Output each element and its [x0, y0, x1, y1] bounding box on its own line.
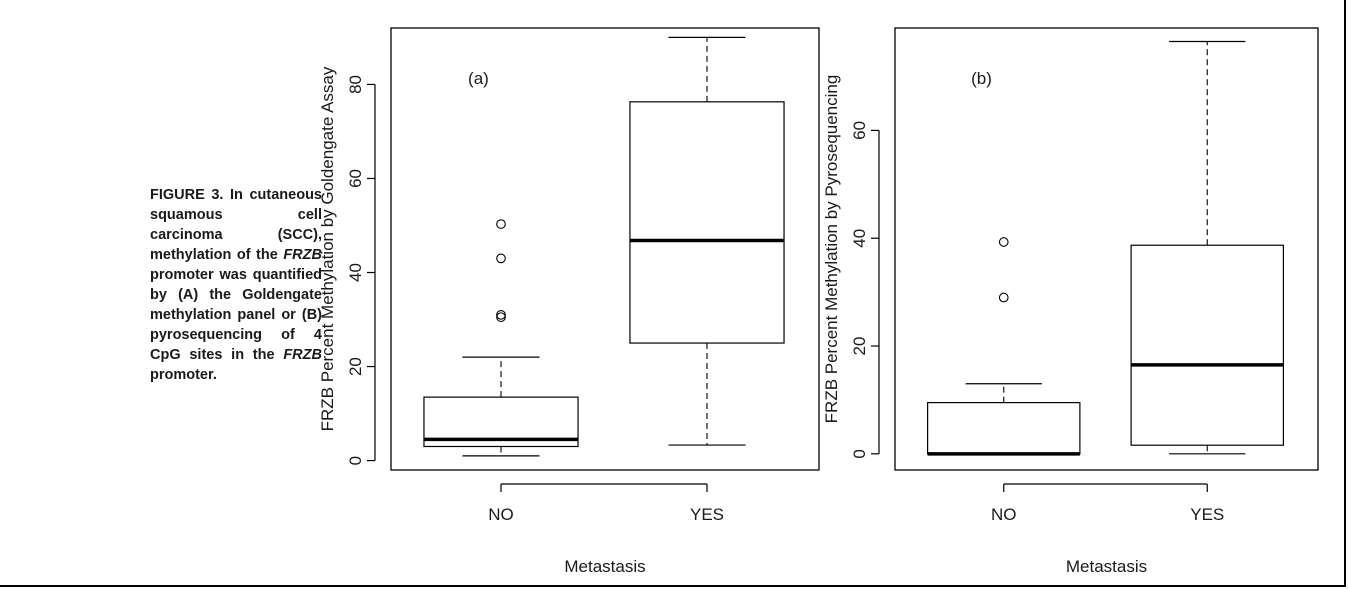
x-axis-title: Metastasis: [564, 557, 645, 576]
box-yes: [1130, 40, 1284, 455]
y-tick-label: 60: [850, 121, 869, 140]
outlier-point: [496, 219, 506, 229]
iqr-box: [1130, 244, 1284, 446]
outlier-point: [496, 312, 506, 323]
iqr-box: [629, 101, 785, 344]
y-tick-label: 20: [850, 337, 869, 356]
y-axis-title: FRZB Percent Methylation by Pyrosequenci…: [822, 75, 841, 424]
x-tick-label: YES: [690, 505, 724, 524]
box-no: [423, 219, 579, 457]
panel-label: (b): [971, 69, 992, 88]
x-tick-label: NO: [991, 505, 1017, 524]
caption-gene1: FRZB: [283, 247, 322, 263]
outlier-point: [496, 253, 506, 264]
figure-caption: FIGURE 3. In cutaneous squamous cell car…: [150, 185, 322, 385]
x-tick-label: YES: [1190, 505, 1224, 524]
x-tick-label: NO: [488, 505, 514, 524]
caption-part1: In cutaneous squamous cell carcinoma (SC…: [150, 187, 322, 263]
y-tick-label: 60: [346, 169, 365, 188]
panel-label: (a): [468, 69, 489, 88]
caption-lead: FIGURE 3.: [150, 187, 224, 203]
plot-border: [894, 27, 1319, 471]
caption-gene2: FRZB: [283, 347, 322, 363]
iqr-box: [927, 402, 1081, 455]
outlier-point: [998, 237, 1009, 247]
chart-panel-2: 0 20 40 60 FRZB Percent Methylation by Pyros…: [822, 27, 1319, 576]
y-tick-label: 80: [346, 75, 365, 94]
y-tick-label: 40: [850, 229, 869, 248]
caption-part3: promoter.: [150, 367, 217, 383]
y-tick-label: 0: [850, 449, 869, 458]
x-axis-title: Metastasis: [1066, 557, 1147, 576]
plot-border: [390, 27, 820, 471]
caption-part2: promoter was quantified by (A) the Golde…: [150, 267, 322, 363]
outlier-point: [496, 309, 506, 320]
y-tick-label: 20: [346, 357, 365, 376]
y-tick-label: 0: [346, 456, 365, 465]
outlier-point: [998, 292, 1009, 303]
y-tick-label: 40: [346, 263, 365, 282]
box-yes: [629, 36, 785, 446]
y-axis-title: FRZB Percent Methylation by Goldengate A…: [318, 66, 337, 431]
chart-panel-1: 0 20 40 60 80 FRZB Percent Methylation by Gol…: [318, 27, 820, 576]
box-no: [927, 237, 1081, 456]
